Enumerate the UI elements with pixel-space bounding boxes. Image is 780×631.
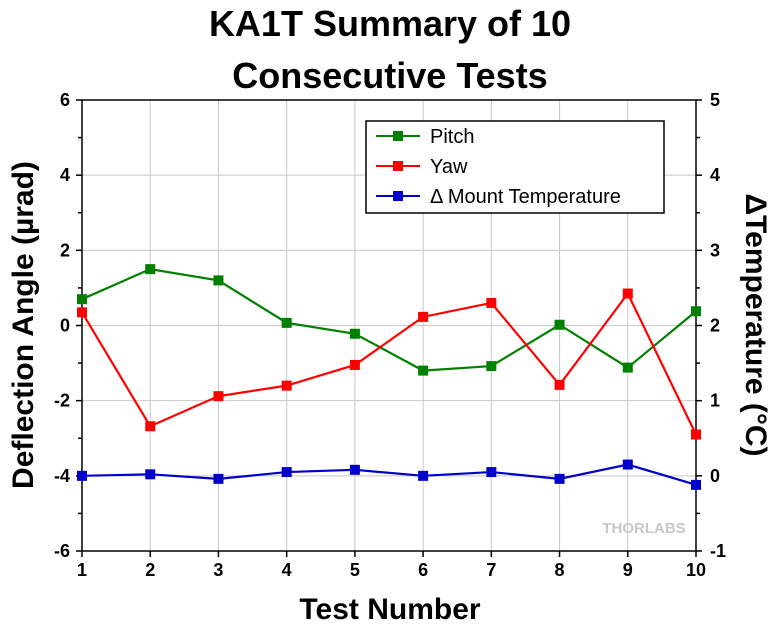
mount-temperature-point <box>145 469 156 480</box>
yaw-point <box>622 288 633 299</box>
y2-tick-label: -1 <box>710 541 726 561</box>
y-tick-label: -4 <box>54 466 70 486</box>
pitch-point <box>691 306 701 317</box>
x-tick-label: 7 <box>486 560 496 580</box>
mount-temperature-point <box>77 470 87 481</box>
y2-tick-label: 1 <box>710 391 720 411</box>
y-tick-label: 2 <box>60 240 70 260</box>
mount-temperature-point <box>213 473 224 484</box>
yaw-point <box>145 421 156 432</box>
pitch-point <box>213 275 224 286</box>
y2-tick-label: 3 <box>710 240 720 260</box>
y2-tick-label: 4 <box>710 165 720 185</box>
x-tick-label: 4 <box>282 560 292 580</box>
y-tick-label: 6 <box>60 90 70 110</box>
legend-temperature-marker <box>393 191 403 201</box>
yaw-point <box>418 311 429 322</box>
legend-yaw-marker <box>393 161 403 171</box>
y-tick-label: -6 <box>54 541 70 561</box>
pitch-point <box>418 365 429 376</box>
yaw-series-line <box>81 291 697 435</box>
y-axis-title: Deflection Angle (µrad) <box>7 161 40 489</box>
mount-temperature-point <box>418 470 429 481</box>
yaw-point <box>281 380 292 391</box>
legend: Pitch Yaw Δ Mount Temperature <box>365 120 665 214</box>
x-tick-label: 10 <box>686 560 706 580</box>
y2-tick-label: 2 <box>710 316 720 336</box>
legend-pitch-label: Pitch <box>430 126 474 148</box>
mount-temperature-series-line <box>81 463 697 486</box>
chart-title-line-1: KA1T Summary of 10 <box>209 3 571 44</box>
x-tick-label: 5 <box>350 560 360 580</box>
pitch-point <box>486 361 497 372</box>
pitch-point <box>554 319 565 330</box>
pitch-point <box>145 264 156 275</box>
pitch-point <box>622 362 633 373</box>
x-tick-label: 9 <box>623 560 633 580</box>
mount-temperature-point <box>486 467 497 478</box>
y-tick-label: 0 <box>60 316 70 336</box>
x-tick-label: 8 <box>555 560 565 580</box>
legend-pitch-marker <box>393 131 403 141</box>
yaw-point <box>486 297 497 308</box>
legend-temperature-label: Δ Mount Temperature <box>430 186 621 208</box>
pitch-point <box>77 294 87 305</box>
mount-temperature-point <box>691 479 701 490</box>
x-axis-title: Test Number <box>299 593 480 626</box>
yaw-point <box>691 429 701 440</box>
mount-temperature-point <box>622 459 633 470</box>
pitch-point <box>281 317 292 328</box>
yaw-point <box>213 391 224 402</box>
mount-temperature-point <box>349 464 360 475</box>
chart-title-line-2: Consecutive Tests <box>232 55 547 96</box>
pitch-series-line <box>81 267 697 372</box>
mount-temperature-point <box>554 473 565 484</box>
y-tick-label: 4 <box>60 165 70 185</box>
x-tick-label: 1 <box>77 560 87 580</box>
pitch-point <box>349 328 360 339</box>
y2-tick-label: 5 <box>710 90 720 110</box>
legend-yaw-label: Yaw <box>430 156 468 178</box>
yaw-point <box>554 379 565 390</box>
y2-axis-title: ΔTemperature (°C) <box>739 193 772 456</box>
yaw-point <box>77 307 87 318</box>
y2-tick-label: 0 <box>710 466 720 486</box>
x-tick-label: 3 <box>213 560 223 580</box>
yaw-point <box>349 359 360 370</box>
y-tick-label: -2 <box>54 391 70 411</box>
mount-temperature-point <box>281 467 292 478</box>
series-group <box>77 264 701 490</box>
thorlabs-watermark: THORLABS <box>602 520 685 537</box>
x-tick-label: 2 <box>145 560 155 580</box>
x-tick-label: 6 <box>418 560 428 580</box>
